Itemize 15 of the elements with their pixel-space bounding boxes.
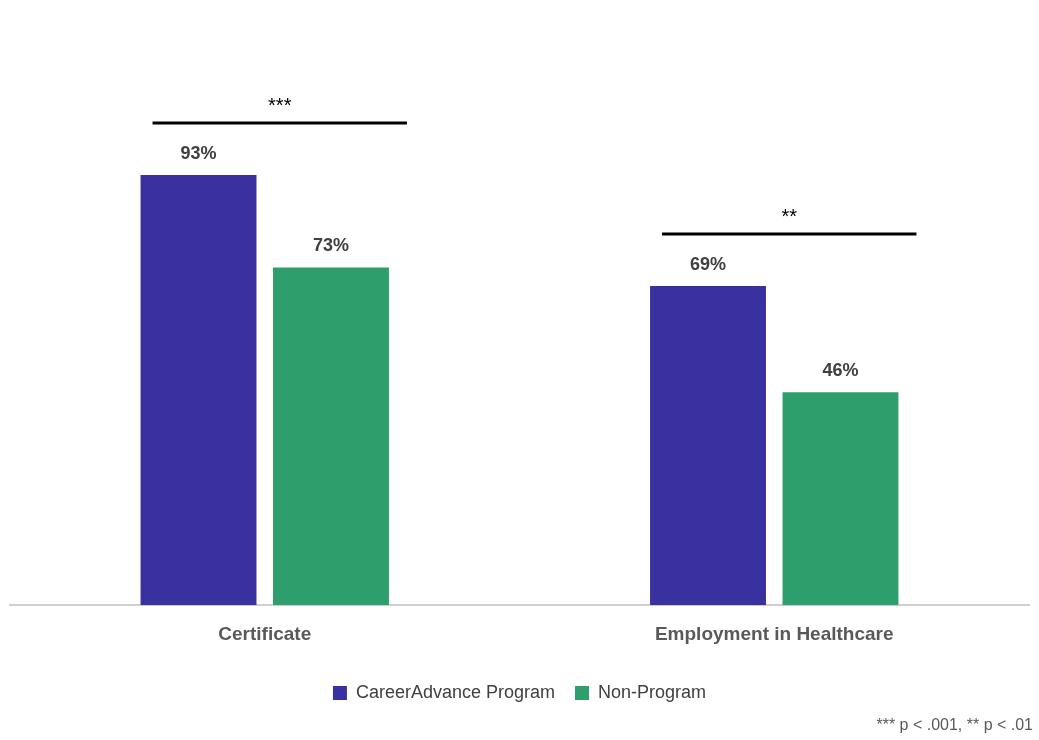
text: *** p < .001, ** p < .01	[876, 716, 1033, 734]
x-tick-label: Employment in Healthcare	[654, 622, 894, 644]
bar	[140, 174, 257, 606]
data-label: 73%	[312, 235, 349, 256]
data-label: 93%	[180, 142, 217, 163]
legend-label: CareerAdvance Program	[355, 681, 556, 702]
legend-label: Non-Program	[598, 681, 707, 702]
bar	[273, 267, 389, 606]
data-label: 46%	[822, 360, 859, 381]
bar	[650, 285, 766, 606]
annotation: **	[781, 205, 798, 228]
x-tick-label: Certificate	[218, 622, 312, 644]
data-label: 69%	[690, 253, 727, 274]
text: ***	[268, 94, 292, 117]
bar	[782, 392, 899, 606]
